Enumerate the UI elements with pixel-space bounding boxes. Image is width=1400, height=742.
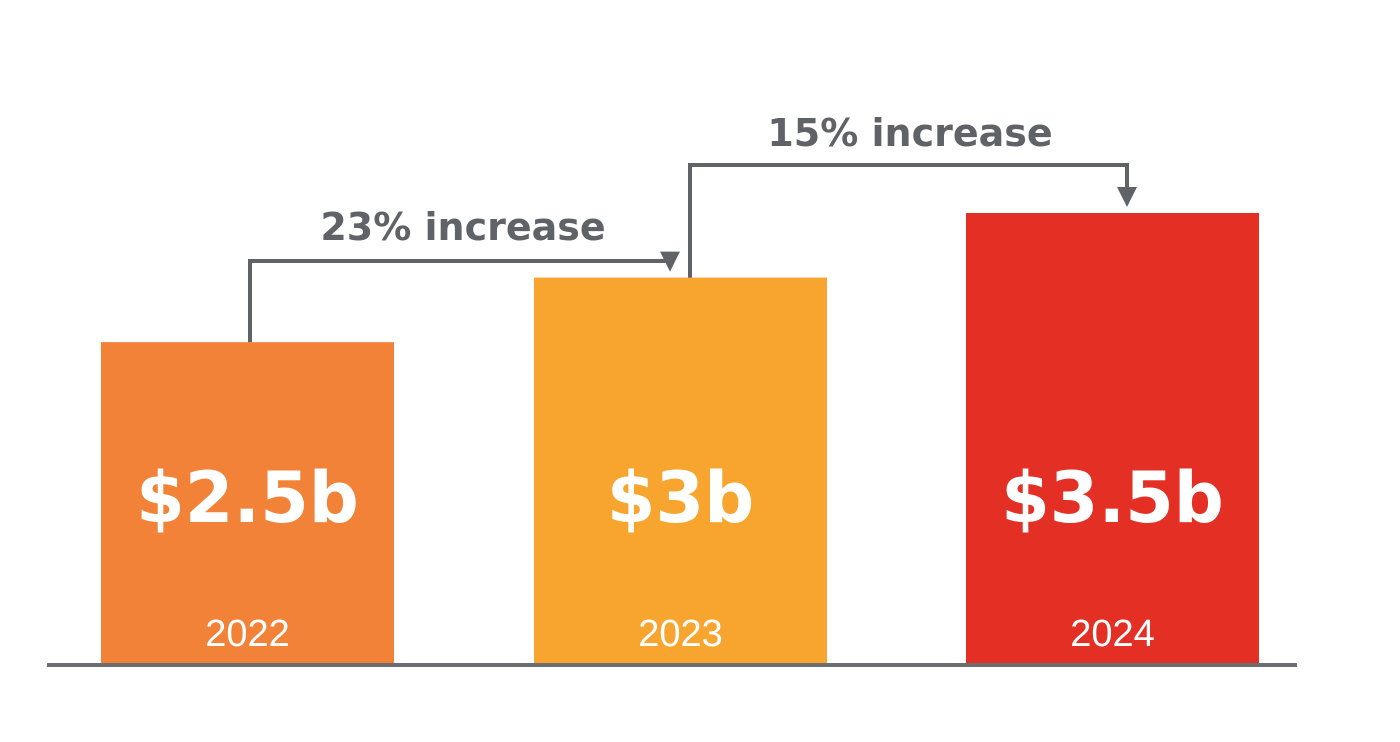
bar-2023 — [534, 277, 827, 665]
arrowhead-icon — [660, 251, 680, 272]
increase-annotation-label: 23% increase — [320, 205, 605, 249]
bars-layer: $2.5b 2022 $3b 2023 $3.5b 2024 — [101, 213, 1259, 665]
bar-value-label: $2.5b — [136, 457, 359, 539]
bar-2022 — [101, 342, 394, 665]
bar-2024 — [966, 213, 1259, 665]
category-label: 2022 — [205, 613, 290, 655]
arrowhead-icon — [1117, 187, 1137, 207]
category-label: 2024 — [1070, 613, 1155, 655]
bar-value-label: $3.5b — [1001, 457, 1224, 539]
annotations-layer: 23% increase 15% increase — [248, 111, 1137, 343]
bar-value-label: $3b — [607, 457, 755, 539]
increase-annotation-label: 15% increase — [767, 111, 1052, 155]
category-label: 2023 — [638, 613, 723, 655]
increase-connector-line — [688, 163, 1129, 278]
